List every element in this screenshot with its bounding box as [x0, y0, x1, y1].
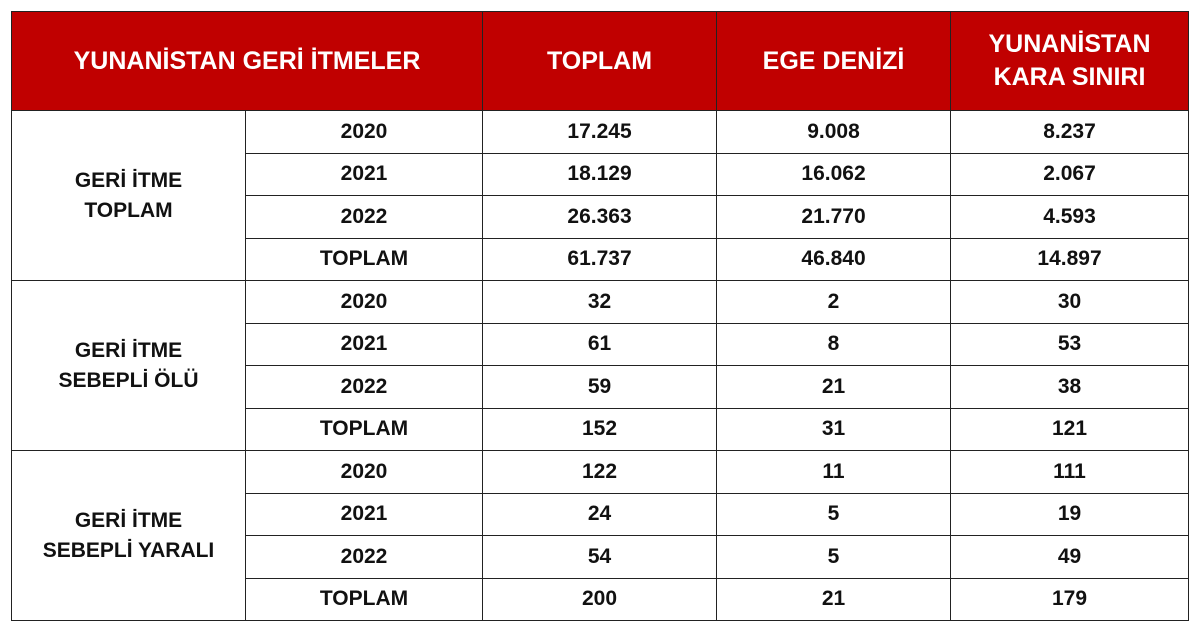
group-label-text: GERİ İTME TOPLAM: [74, 168, 183, 222]
year-cell: TOPLAM: [244, 577, 484, 621]
total-cell: 59: [482, 365, 718, 409]
land-border-cell: 111: [950, 450, 1190, 494]
pushback-table: YUNANİSTAN GERİ İTMELER TOPLAM EGE DENİZ…: [10, 11, 1190, 621]
land-border-cell: 14.897: [950, 237, 1190, 281]
year-cell: 2020: [244, 110, 484, 154]
table-title: YUNANİSTAN GERİ İTMELER: [10, 11, 484, 111]
year-cell: 2022: [244, 195, 484, 239]
group-label-text: GERİ İTME SEBEPLİ YARALI: [42, 508, 215, 562]
total-cell: 18.129: [482, 152, 718, 196]
aegean-cell: 21: [716, 365, 952, 409]
land-border-cell: 179: [950, 577, 1190, 621]
header-row: YUNANİSTAN GERİ İTMELER TOPLAM EGE DENİZ…: [10, 11, 1190, 111]
table-row: GERİ İTME SEBEPLİ YARALI 2020 122 11 111: [11, 450, 1190, 621]
total-cell: 17.245: [482, 110, 718, 154]
land-border-cell: 4.593: [950, 195, 1190, 239]
land-border-cell: 8.237: [950, 110, 1190, 154]
total-cell: 122: [482, 450, 718, 494]
land-border-cell: 2.067: [950, 152, 1190, 196]
aegean-cell: 8: [716, 322, 952, 366]
total-cell: 61.737: [482, 237, 718, 281]
year-cell: 2020: [244, 280, 484, 324]
table-row: GERİ İTME TOPLAM 2020 17.245 9.008 8.237: [11, 110, 1190, 281]
aegean-cell: 5: [716, 535, 952, 579]
aegean-cell: 46.840: [716, 237, 952, 281]
aegean-cell: 5: [716, 492, 952, 536]
table-row: TOPLAM 200 21 179: [12, 577, 1190, 621]
aegean-cell: 2: [716, 280, 952, 324]
group-label: GERİ İTME SEBEPLİ YARALI: [11, 450, 246, 621]
group-label: GERİ İTME SEBEPLİ ÖLÜ: [11, 280, 246, 451]
table-row: 2021 24 5 19: [12, 492, 1190, 536]
land-border-cell: 53: [950, 322, 1190, 366]
total-cell: 61: [482, 322, 718, 366]
year-cell: 2020: [244, 450, 484, 494]
column-header-total: TOPLAM: [482, 11, 718, 111]
total-cell: 24: [482, 492, 718, 536]
land-border-cell: 121: [950, 407, 1190, 451]
group-label-text: GERİ İTME SEBEPLİ ÖLÜ: [58, 338, 199, 392]
total-cell: 32: [482, 280, 718, 324]
aegean-cell: 21: [716, 577, 952, 621]
year-cell: 2022: [244, 535, 484, 579]
total-cell: 54: [482, 535, 718, 579]
aegean-cell: 9.008: [716, 110, 952, 154]
total-cell: 200: [482, 577, 718, 621]
aegean-cell: 16.062: [716, 152, 952, 196]
table-row: 2021 61 8 53: [12, 322, 1190, 366]
year-cell: 2021: [244, 152, 484, 196]
table-row: 2022 54 5 49: [12, 535, 1190, 579]
aegean-cell: 11: [716, 450, 952, 494]
total-cell: 26.363: [482, 195, 718, 239]
year-cell: TOPLAM: [244, 237, 484, 281]
table-row: GERİ İTME SEBEPLİ ÖLÜ 2020 32 2 30: [11, 280, 1190, 451]
column-header-land-border: YUNANİSTAN KARA SINIRI: [950, 11, 1190, 111]
column-header-land-border-label: YUNANİSTAN KARA SINIRI: [988, 30, 1151, 91]
table-row: 2021 18.129 16.062 2.067: [12, 152, 1190, 196]
aegean-cell: 31: [716, 407, 952, 451]
table-row: 2022 59 21 38: [12, 365, 1190, 409]
aegean-cell: 21.770: [716, 195, 952, 239]
year-cell: 2021: [244, 322, 484, 366]
group-label: GERİ İTME TOPLAM: [11, 110, 246, 281]
table-row: 2022 26.363 21.770 4.593: [12, 195, 1190, 239]
land-border-cell: 49: [950, 535, 1190, 579]
land-border-cell: 30: [950, 280, 1190, 324]
total-cell: 152: [482, 407, 718, 451]
year-cell: 2022: [244, 365, 484, 409]
column-header-aegean: EGE DENİZİ: [716, 11, 952, 111]
table-row: TOPLAM 61.737 46.840 14.897: [12, 237, 1190, 281]
year-cell: 2021: [244, 492, 484, 536]
land-border-cell: 19: [950, 492, 1190, 536]
land-border-cell: 38: [950, 365, 1190, 409]
year-cell: TOPLAM: [244, 407, 484, 451]
